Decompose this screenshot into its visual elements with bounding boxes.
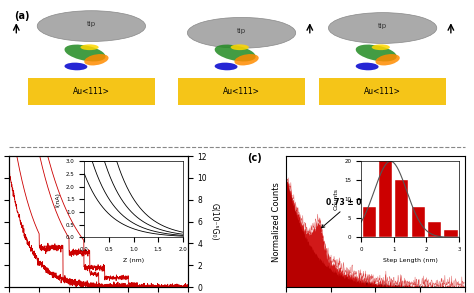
Y-axis label: G(10⁻⁵G₀): G(10⁻⁵G₀) (210, 203, 219, 241)
Ellipse shape (64, 63, 87, 70)
Text: tip: tip (378, 23, 387, 29)
FancyBboxPatch shape (319, 78, 447, 105)
Ellipse shape (187, 18, 296, 48)
FancyBboxPatch shape (178, 78, 305, 105)
Ellipse shape (37, 11, 146, 42)
Ellipse shape (64, 45, 106, 62)
Ellipse shape (234, 54, 259, 65)
Ellipse shape (84, 54, 109, 65)
Y-axis label: Normalized Counts: Normalized Counts (272, 182, 281, 262)
Text: (c): (c) (247, 154, 262, 163)
Text: Au<111>: Au<111> (364, 87, 401, 96)
Ellipse shape (215, 45, 255, 62)
Ellipse shape (372, 44, 390, 50)
Ellipse shape (375, 54, 400, 65)
Ellipse shape (231, 44, 249, 50)
Ellipse shape (328, 13, 437, 43)
Ellipse shape (81, 44, 99, 50)
Ellipse shape (215, 63, 237, 70)
Ellipse shape (356, 45, 397, 62)
Ellipse shape (356, 63, 379, 70)
Text: tip: tip (237, 28, 246, 34)
Text: Au<111>: Au<111> (73, 87, 110, 96)
Text: 0.73 ± 0.35: 0.73 ± 0.35 (321, 198, 375, 228)
Text: tip: tip (87, 21, 96, 27)
Text: Au<111>: Au<111> (223, 87, 260, 96)
FancyBboxPatch shape (27, 78, 155, 105)
Text: (a): (a) (14, 11, 29, 21)
